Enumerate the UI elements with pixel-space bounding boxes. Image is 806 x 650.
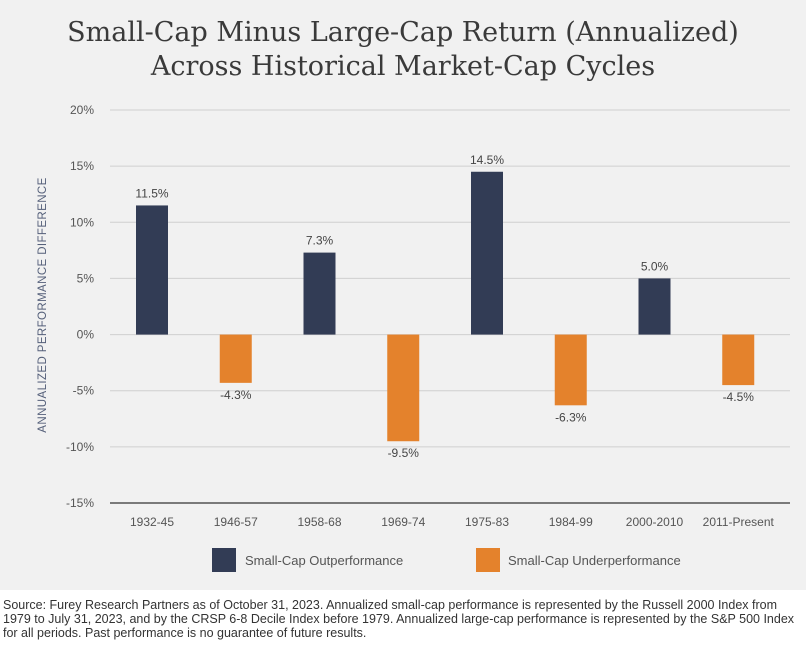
data-label-2000-2010: 5.0% bbox=[641, 259, 669, 273]
bar-2000-2010 bbox=[638, 278, 671, 335]
legend: Small-Cap Outperformance Small-Cap Under… bbox=[212, 548, 681, 572]
y-tick-label: -10% bbox=[66, 440, 94, 454]
y-tick-label: 0% bbox=[77, 328, 95, 342]
x-tick-label: 1946-57 bbox=[214, 515, 258, 529]
bar-1984-99 bbox=[554, 334, 587, 406]
chart-title-line-2: Across Historical Market-Cap Cycles bbox=[150, 51, 656, 82]
y-axis-label: ANNUALIZED PERFORMANCE DIFFERENCE bbox=[37, 177, 49, 432]
x-tick-label: 2000-2010 bbox=[626, 515, 684, 529]
bar-1975-83 bbox=[471, 171, 503, 335]
chart-title: Small-Cap Minus Large-Cap Return (Annual… bbox=[0, 16, 806, 84]
y-tick-label: 20% bbox=[70, 103, 94, 117]
bar-1958-68 bbox=[303, 252, 336, 335]
data-label-1958-68: 7.3% bbox=[306, 234, 334, 248]
bars bbox=[136, 171, 755, 442]
bar-1932-45 bbox=[136, 205, 168, 335]
legend-label-underperformance: Small-Cap Underperformance bbox=[508, 553, 681, 568]
bar-2011-Present bbox=[722, 334, 755, 386]
x-tick-label: 1975-83 bbox=[465, 515, 509, 529]
y-tick-label: -5% bbox=[73, 384, 95, 398]
bar-chart: 11.5% -4.3% 7.3% -9.5% 14.5% -6.3% 5.0% -4.5% 2… bbox=[37, 103, 790, 572]
data-label-1932-45: 11.5% bbox=[135, 186, 168, 200]
y-tick-label: -15% bbox=[66, 496, 94, 510]
x-tick-label: 1969-74 bbox=[381, 515, 425, 529]
data-label-1984-99: -6.3% bbox=[555, 410, 587, 424]
legend-label-outperformance: Small-Cap Outperformance bbox=[245, 553, 403, 568]
chart-title-line-1: Small-Cap Minus Large-Cap Return (Annual… bbox=[67, 17, 739, 48]
y-tick-label: 10% bbox=[70, 215, 94, 229]
legend-swatch-outperformance bbox=[212, 548, 236, 572]
gridlines bbox=[110, 109, 790, 504]
bar-1946-57 bbox=[219, 334, 252, 383]
x-tick-label: 1932-45 bbox=[130, 515, 174, 529]
legend-swatch-underperformance bbox=[476, 548, 500, 572]
data-labels: 11.5% -4.3% 7.3% -9.5% 14.5% -6.3% 5.0% -4.5% bbox=[135, 153, 754, 460]
x-tick-label: 1984-99 bbox=[549, 515, 593, 529]
data-label-2011-Present: -4.5% bbox=[723, 390, 755, 404]
x-tick-label: 2011-Present bbox=[703, 515, 775, 529]
source-note: Source: Furey Research Partners as of Oc… bbox=[3, 598, 795, 640]
data-label-1975-83: 14.5% bbox=[470, 153, 504, 167]
data-label-1946-57: -4.3% bbox=[220, 388, 252, 402]
bar-1969-74 bbox=[387, 334, 420, 442]
x-axis-ticks: 1932-45 1946-57 1958-68 1969-74 1975-83 1984-… bbox=[130, 515, 775, 529]
y-tick-label: 15% bbox=[70, 159, 94, 173]
y-axis-ticks: 20% 15% 10% 5% 0% -5% -10% -15% bbox=[66, 103, 94, 510]
data-label-1969-74: -9.5% bbox=[388, 446, 420, 460]
chart-background bbox=[0, 0, 806, 590]
y-tick-label: 5% bbox=[77, 271, 95, 285]
x-tick-label: 1958-68 bbox=[297, 515, 341, 529]
